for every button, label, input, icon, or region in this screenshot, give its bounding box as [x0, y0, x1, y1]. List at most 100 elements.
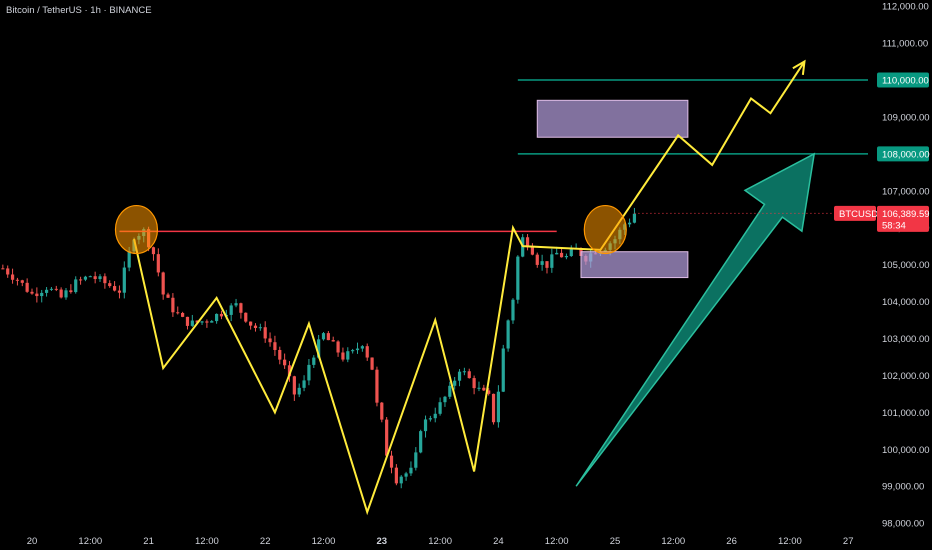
x-tick-label: 25	[610, 536, 621, 547]
candle-body	[229, 305, 233, 315]
candle-body	[409, 467, 413, 474]
candle-body	[555, 252, 559, 255]
candle-body	[297, 387, 301, 395]
candle-body	[64, 290, 68, 298]
candle-body	[389, 455, 394, 468]
candle-body	[195, 320, 199, 323]
candle-body	[540, 261, 544, 265]
candle-body	[336, 341, 340, 353]
candle-body	[312, 357, 316, 365]
candle-body	[394, 467, 398, 484]
x-tick-label: 23	[377, 536, 388, 547]
candle-body	[414, 452, 418, 468]
y-tick-label: 107,000.00	[882, 186, 930, 197]
x-tick-label: 12:00	[195, 536, 219, 547]
candle-body	[59, 289, 63, 298]
candle-body	[190, 320, 194, 326]
y-tick-label: 103,000.00	[882, 334, 930, 345]
candle-body	[550, 254, 554, 268]
candle-body	[545, 261, 549, 268]
candle-body	[1, 268, 5, 270]
candle-body	[438, 402, 442, 414]
candle-body	[472, 378, 476, 389]
candle-body	[287, 365, 292, 377]
symbol-badge: BTCUSDT	[839, 209, 884, 220]
candle-body	[360, 346, 364, 349]
y-tick-label: 99,000.00	[882, 482, 924, 493]
candle-body	[443, 396, 447, 403]
candle-body	[569, 249, 573, 257]
candle-body	[93, 276, 97, 280]
candle-body	[268, 338, 272, 343]
candle-body	[44, 289, 49, 293]
candle-body	[210, 321, 214, 323]
highlight-circle	[114, 204, 159, 255]
candle-body	[559, 252, 564, 258]
candles-layer	[1, 207, 637, 489]
candle-body	[156, 254, 160, 273]
candle-body	[370, 357, 374, 370]
candle-body	[351, 350, 355, 352]
candle-body	[487, 390, 491, 394]
candle-body	[127, 251, 131, 268]
x-tick-label: 27	[843, 536, 854, 547]
candle-body	[30, 291, 34, 294]
candle-body	[525, 237, 530, 248]
x-tick-label: 26	[726, 536, 737, 547]
candle-body	[491, 393, 496, 423]
candle-body	[516, 256, 520, 300]
candle-body	[632, 213, 637, 223]
candle-body	[317, 339, 321, 358]
candle-body	[74, 279, 78, 293]
candle-body	[496, 391, 500, 423]
candle-body	[185, 316, 190, 326]
candle-body	[428, 418, 432, 420]
candle-body	[49, 288, 54, 290]
candle-body	[78, 279, 83, 281]
candle-body	[258, 327, 262, 329]
candle-body	[244, 312, 248, 322]
candle-body	[88, 276, 92, 278]
price-zone	[580, 251, 689, 279]
candle-body	[69, 290, 73, 293]
candle-body	[112, 286, 117, 291]
candle-body	[6, 268, 10, 275]
candle-body	[263, 327, 267, 339]
big-up-arrow	[575, 152, 816, 487]
candle-body	[535, 254, 539, 265]
price-badge-countdown: 58:34	[882, 220, 906, 231]
x-tick-label: 12:00	[545, 536, 569, 547]
candle-body	[83, 276, 88, 280]
candle-body	[151, 247, 156, 255]
candle-body	[321, 333, 326, 340]
x-tick-label: 20	[27, 536, 38, 547]
candle-body	[249, 321, 253, 326]
x-tick-label: 12:00	[661, 536, 685, 547]
target-price-label: 108,000.00	[882, 149, 930, 160]
candle-body	[331, 340, 335, 342]
candle-body	[166, 294, 170, 298]
candle-body	[627, 222, 632, 225]
x-tick-label: 21	[143, 536, 154, 547]
candle-body	[103, 276, 107, 284]
candle-body	[15, 279, 20, 281]
candle-body	[54, 288, 58, 290]
highlight-circle	[583, 204, 627, 255]
x-tick-label: 12:00	[78, 536, 102, 547]
candle-body	[307, 364, 311, 381]
candle-body	[302, 380, 306, 388]
candle-body	[346, 351, 350, 360]
target-price-label-bg	[877, 146, 929, 162]
chart-title: Bitcoin / TetherUS · 1h · BINANCE	[6, 5, 152, 16]
y-tick-label: 105,000.00	[882, 260, 930, 271]
x-tick-label: 12:00	[778, 536, 802, 547]
candle-body	[205, 321, 209, 323]
y-tick-label: 102,000.00	[882, 371, 930, 382]
candle-body	[10, 274, 15, 280]
candle-body	[375, 369, 379, 403]
candle-body	[253, 325, 258, 329]
candle-body	[117, 290, 122, 293]
candle-body	[501, 348, 505, 392]
candle-body	[423, 419, 428, 432]
